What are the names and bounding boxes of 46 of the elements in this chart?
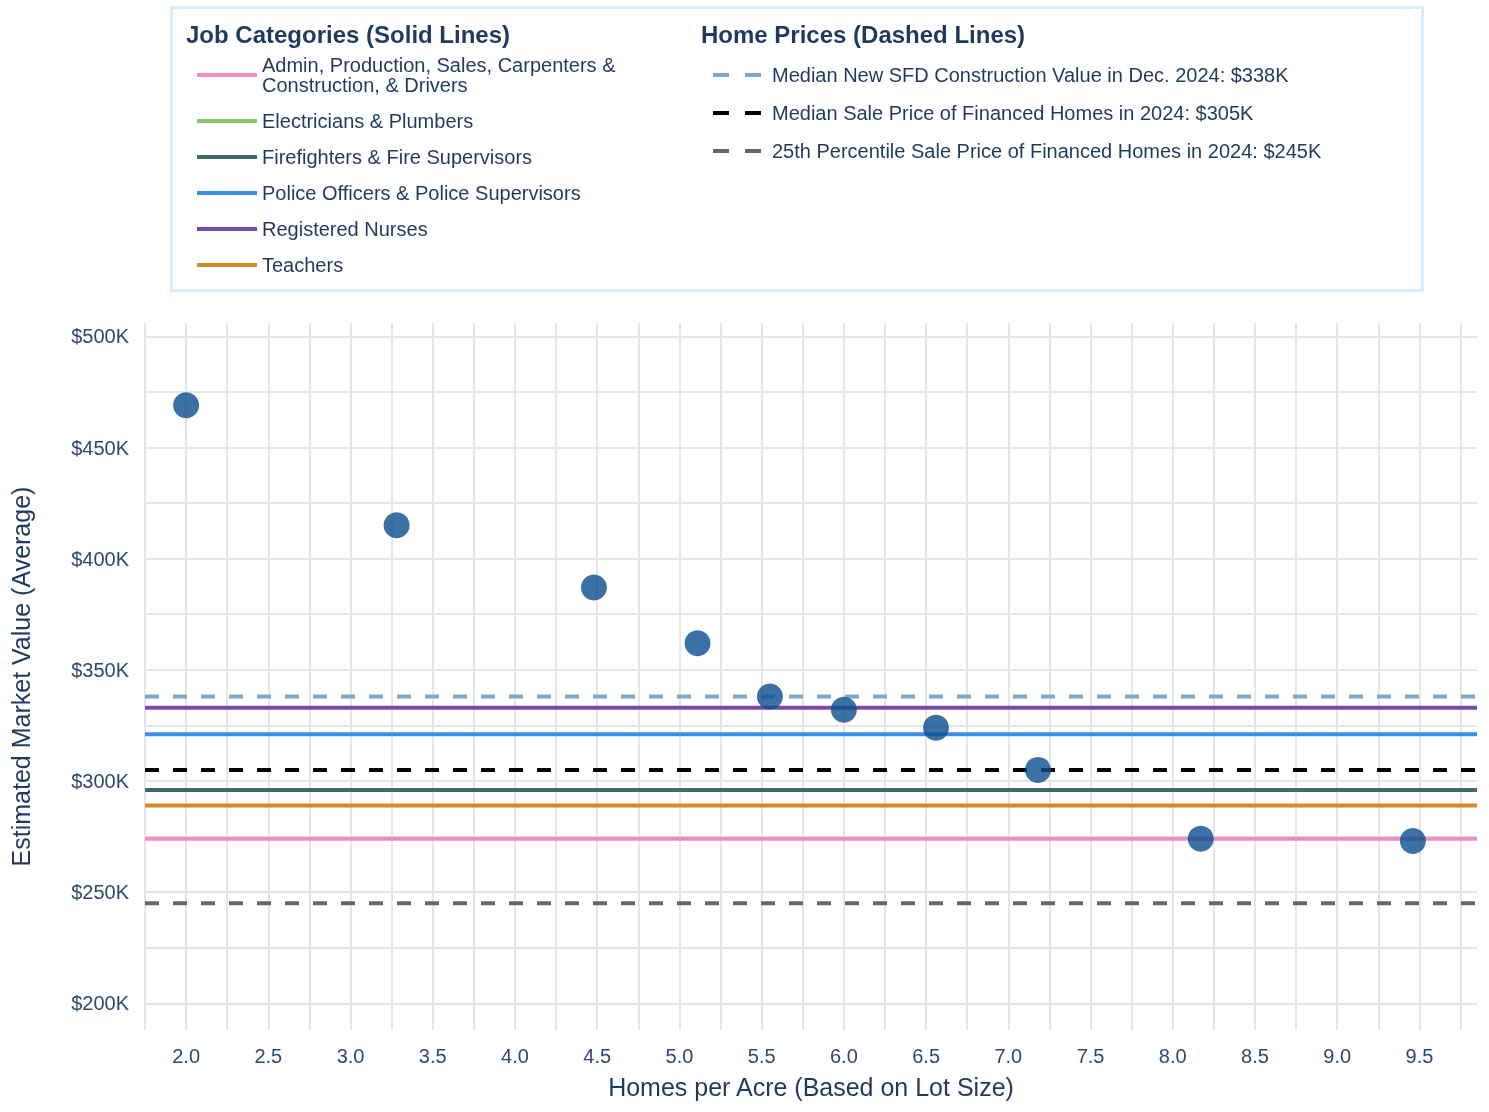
point <box>830 696 857 723</box>
x-tick-label: 6.0 <box>829 1045 858 1067</box>
point <box>383 512 410 539</box>
y-tick-label: $200K <box>71 992 130 1015</box>
legend-label: Admin, Production, Sales, Carpenters & Construction, & Drivers <box>262 54 622 96</box>
legend-label: Firefighters & Fire Supervisors <box>262 146 533 168</box>
text: Home Prices (Dashed Lines) <box>701 20 1026 48</box>
x-tick-label: 8.5 <box>1241 1045 1269 1067</box>
legend-label: 25th Percentile Sale Price of Financed Homes in 2024: $245K <box>772 140 1322 162</box>
point <box>173 392 200 419</box>
legend-label: Registered Nurses <box>262 218 428 240</box>
x-tick-label: 7.0 <box>994 1045 1023 1067</box>
y-tick-label: $250K <box>71 881 130 904</box>
legend-label: Electricians & Plumbers <box>262 110 474 132</box>
point <box>1024 756 1051 783</box>
x-tick-label: 8.0 <box>1158 1045 1187 1067</box>
x-tick-label: 7.5 <box>1076 1045 1105 1067</box>
x-tick-label: 9.0 <box>1323 1045 1352 1067</box>
y-tick-label: $300K <box>71 769 130 792</box>
x-tick-label: 3.5 <box>418 1045 447 1067</box>
x-tick-label: 9.5 <box>1405 1045 1434 1067</box>
x-tick-label: 2.5 <box>254 1045 283 1067</box>
point <box>580 574 607 601</box>
legend-label: Teachers <box>262 254 344 276</box>
y-tick-label: $450K <box>71 436 130 459</box>
point <box>756 683 783 710</box>
text: Job Categories (Solid Lines) <box>186 20 511 48</box>
point <box>684 630 711 657</box>
y-tick-label: $400K <box>71 547 130 570</box>
x-tick-label: 4.0 <box>501 1045 529 1067</box>
legend-label: Police Officers & Police Supervisors <box>262 182 581 204</box>
y-axis-title: Estimated Market Value (Average) <box>6 486 35 867</box>
y-tick-label: $500K <box>71 325 130 348</box>
point <box>1187 825 1214 852</box>
point <box>1399 828 1426 855</box>
x-tick-label: 2.0 <box>172 1045 201 1067</box>
x-tick-label: 5.0 <box>665 1045 694 1067</box>
x-tick-label: 4.5 <box>583 1045 612 1067</box>
x-tick-label: 6.5 <box>912 1045 941 1067</box>
x-tick-label: 3.0 <box>336 1045 365 1067</box>
legend-label: Median Sale Price of Financed Homes in 2024: $305K <box>772 102 1255 124</box>
y-tick-label: $350K <box>71 658 130 681</box>
point <box>923 714 949 741</box>
x-tick-label: 5.5 <box>747 1045 776 1067</box>
x-axis-title: Homes per Acre (Based on Lot Size) <box>608 1072 1014 1101</box>
legend-label: Median New SFD Construction Value in Dec. 2024: $338K <box>772 64 1290 86</box>
